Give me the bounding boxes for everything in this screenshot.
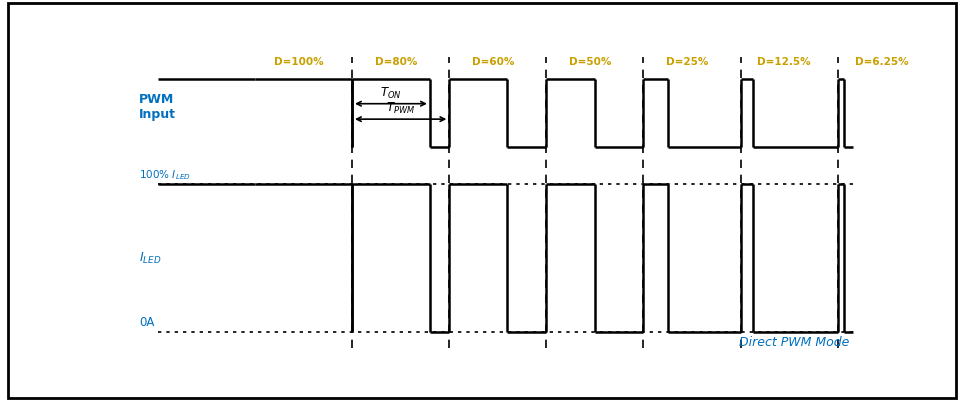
Text: Direct PWM Mode: Direct PWM Mode [738,336,849,349]
Text: PWM
Input: PWM Input [139,93,176,121]
Text: D=100%: D=100% [274,57,324,67]
Text: D=6.25%: D=6.25% [855,57,908,67]
Text: D=80%: D=80% [375,57,417,67]
Text: D=12.5%: D=12.5% [758,57,811,67]
Text: $I_{LED}$: $I_{LED}$ [139,251,162,265]
Text: D=50%: D=50% [569,57,611,67]
Text: D=25%: D=25% [666,57,709,67]
Text: 0A: 0A [139,316,154,329]
Text: $T_{PWM}$: $T_{PWM}$ [387,101,415,116]
Text: $T_{ON}$: $T_{ON}$ [380,85,402,101]
Text: D=60%: D=60% [471,57,514,67]
Text: 100% $I_{LED}$: 100% $I_{LED}$ [139,169,191,182]
